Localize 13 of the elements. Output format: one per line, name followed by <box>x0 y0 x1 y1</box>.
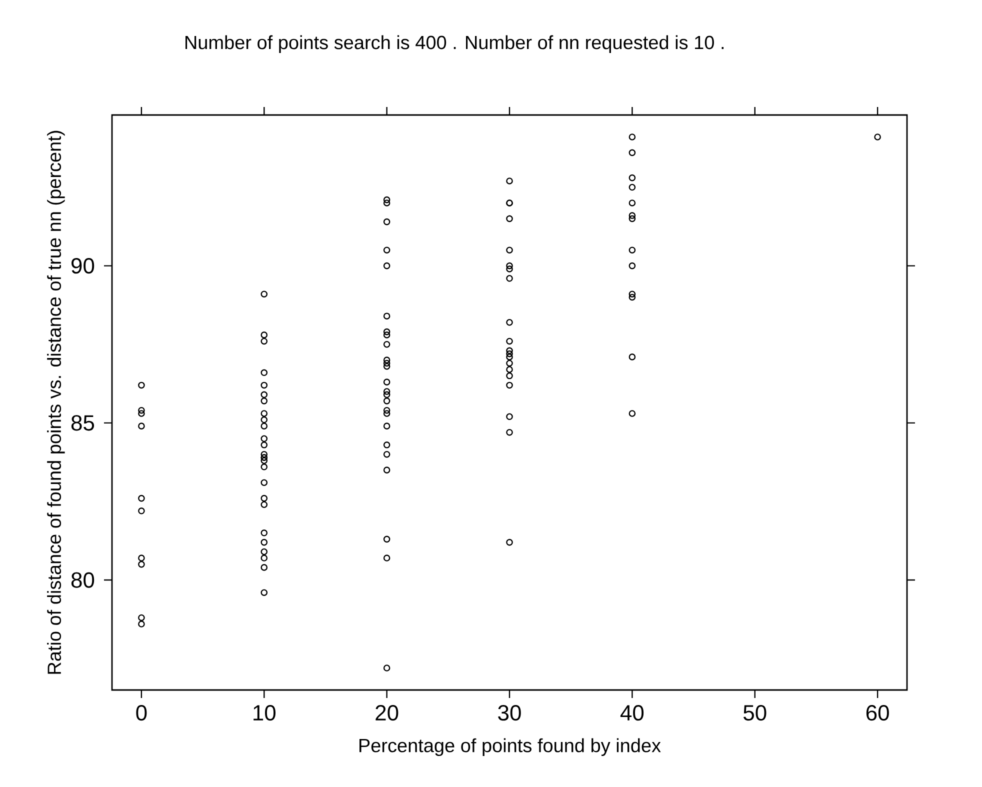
x-tick-label: 50 <box>744 705 766 721</box>
y-axis-title: Ratio of distance of found points vs. distance of true nn (percent) <box>47 130 65 674</box>
x-axis-title: Percentage of points found by index <box>359 738 661 756</box>
x-tick-label: 30 <box>498 705 521 721</box>
x-tick-label: 60 <box>866 705 889 721</box>
chart-title: Number of points search is 400 . Number of nn requested is 10 . <box>185 35 724 53</box>
x-tick-label: 20 <box>376 705 398 721</box>
y-tick-label: 80 <box>71 572 94 588</box>
y-tick-label: 90 <box>72 258 94 274</box>
y-tick-label: 85 <box>71 415 94 431</box>
x-tick-label: 0 <box>136 705 147 721</box>
x-tick-label: 40 <box>620 705 644 721</box>
x-tick-label: 10 <box>254 705 276 721</box>
